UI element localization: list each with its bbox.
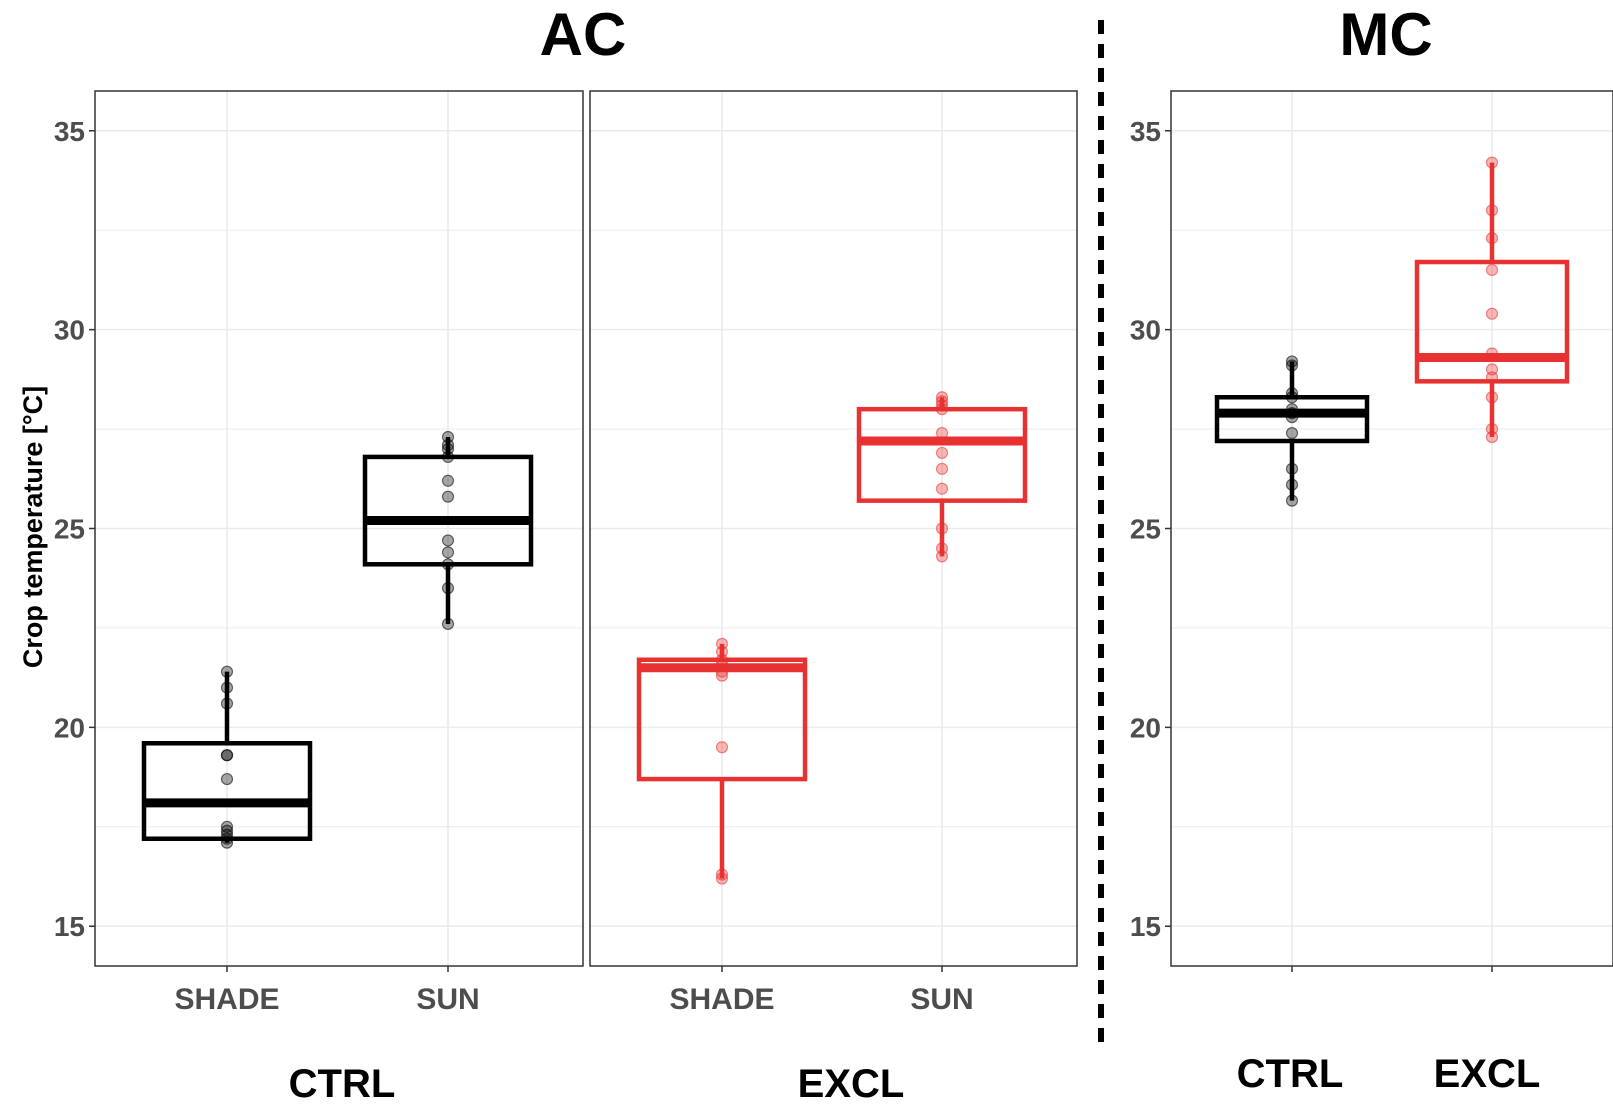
ac-excl-x-tick-label-shade: SHADE: [669, 983, 774, 1016]
ac-excl-shade-data-point: [715, 637, 729, 650]
ac-excl-sun-data-point: [935, 482, 949, 495]
mc-excl-box: [1414, 259, 1570, 384]
group-label-ac-excl: EXCL: [798, 1062, 905, 1106]
mc-title: MC: [1339, 1, 1432, 68]
ac-y-tick-label: 25: [54, 514, 85, 545]
mc-y-tick-label: 20: [1130, 712, 1161, 743]
ac-title: AC: [540, 1, 627, 68]
ac-excl-shade-data-point: [715, 872, 729, 885]
mc-y-tick-label: 30: [1130, 315, 1161, 346]
mc-ctrl-box: [1214, 395, 1370, 444]
ac-excl-shade-data-point: [715, 669, 729, 682]
mc-excl-data-point: [1485, 204, 1499, 217]
ac-excl-shade-data-point: [715, 741, 729, 754]
mc-y-tick-label: 25: [1130, 514, 1161, 545]
ac-y-tick-label: 35: [54, 116, 85, 147]
ac-ctrl-sun-data-point: [441, 546, 455, 559]
ac-ctrl-x-tick-label-sun: SUN: [416, 983, 479, 1016]
y-axis-label: Crop temperature [°C]: [18, 386, 48, 668]
mc-ctrl-data-point: [1285, 387, 1299, 400]
ac-y-tick-label: 30: [54, 315, 85, 346]
mc-ctrl-data-point: [1285, 407, 1299, 420]
ac-ctrl-sun-data-point: [441, 474, 455, 487]
ac-ctrl-shade-data-point: [220, 697, 234, 710]
mc-ctrl-data-point: [1285, 355, 1299, 368]
mc-y-tick-label: 35: [1130, 116, 1161, 147]
ac-ctrl-sun-data-point: [441, 430, 455, 444]
mc-ctrl-data-point: [1285, 403, 1299, 416]
mc-ctrl-data-point: [1285, 426, 1299, 440]
mc-excl-data-point: [1485, 307, 1499, 320]
mc-ctrl-data-point: [1285, 478, 1299, 491]
ac-excl-sun-data-point: [935, 522, 949, 535]
ac-excl-shade-data-point: [715, 657, 729, 670]
ac-ctrl-sun-data-point: [441, 582, 455, 595]
ac-excl-sun-data-point: [935, 391, 949, 404]
mc-y-tick-label: 15: [1130, 911, 1161, 942]
mc-excl-data-point: [1485, 347, 1499, 360]
ac-ctrl-sun-data-point: [441, 558, 455, 571]
ac-excl-sun-data-point: [935, 542, 949, 555]
mc-excl-data-point: [1485, 363, 1499, 376]
ac-excl-sun-data-point: [935, 446, 949, 460]
ac-ctrl-sun-data-point: [441, 617, 455, 631]
ac-excl-sun-data-point: [935, 462, 949, 475]
mc-excl-data-point: [1485, 391, 1499, 404]
ac-excl-sun-box: [856, 406, 1028, 503]
ac-ctrl-shade-data-point: [220, 820, 234, 833]
ac-excl-x-tick-label-sun: SUN: [910, 983, 973, 1016]
ac-ctrl-shade-data-point: [220, 772, 234, 786]
mc-excl-data-point: [1485, 422, 1499, 436]
group-label-mc-excl: EXCL: [1434, 1052, 1541, 1096]
ac-excl-shade-box: [636, 657, 808, 782]
group-label-mc-ctrl: CTRL: [1237, 1052, 1344, 1096]
ac-ctrl-shade-data-point: [220, 749, 234, 762]
ac-ctrl-sun-data-point: [441, 442, 455, 456]
ac-y-tick-label: 15: [54, 911, 85, 942]
ac-ctrl-shade-data-point: [220, 665, 234, 678]
ac-ctrl-sun-data-point: [441, 490, 455, 503]
ac-ctrl-shade-data-point: [220, 824, 234, 837]
marks-layer: [141, 156, 1570, 885]
mc-ctrl-data-point: [1285, 494, 1299, 507]
ac-y-tick-label: 20: [54, 712, 85, 743]
mc-ctrl-data-point: [1285, 462, 1299, 475]
ac-ctrl-shade-data-point: [220, 681, 234, 694]
mc-ctrl-data-point: [1285, 391, 1299, 404]
ac-excl-shade-data-point: [715, 868, 729, 881]
mc-excl-data-point: [1485, 232, 1499, 245]
ac-ctrl-shade-box: [141, 741, 313, 841]
mc-excl-data-point: [1485, 156, 1499, 169]
mc-excl-data-point: [1485, 263, 1499, 277]
ac-ctrl-x-tick-label-shade: SHADE: [174, 983, 279, 1016]
group-label-ac-ctrl: CTRL: [289, 1062, 396, 1106]
axes-layer: 15 20 25 30 35 SHADE SUN SHADE SUN 15 20 25 30 35: [54, 90, 1613, 1016]
ac-ctrl-sun-data-point: [441, 534, 455, 547]
ac-excl-sun-data-point: [935, 395, 949, 408]
mc-ctrl-data-point: [1285, 359, 1299, 372]
ac-excl-sun-data-point: [935, 426, 949, 440]
ac-ctrl-sun-box: [362, 454, 534, 567]
grid-layer: [95, 91, 1613, 966]
ac-excl-panel-border: [589, 90, 1078, 967]
